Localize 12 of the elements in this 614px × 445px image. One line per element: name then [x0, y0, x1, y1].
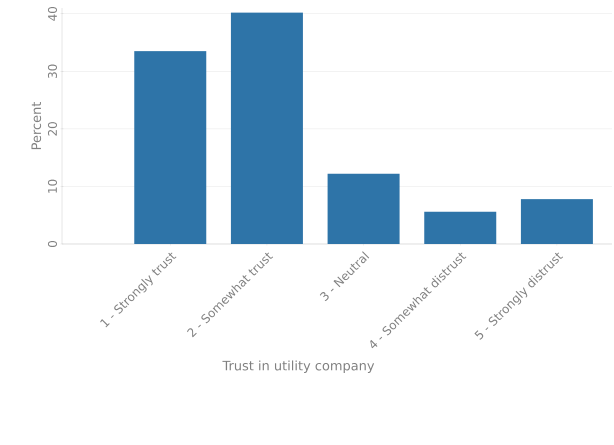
y-tick-label: 20 [48, 122, 57, 136]
bar [520, 199, 593, 244]
y-tick-label: 0 [48, 240, 57, 248]
bar [424, 212, 496, 244]
x-axis-title: Trust in utility company [222, 360, 374, 373]
y-tick-label: 30 [48, 64, 57, 78]
y-axis-title: Percent [31, 102, 42, 150]
y-tick-label: 10 [48, 180, 57, 193]
bar [328, 174, 400, 244]
bar [134, 51, 206, 244]
bar [230, 12, 303, 244]
y-tick-label: 40 [48, 6, 57, 21]
